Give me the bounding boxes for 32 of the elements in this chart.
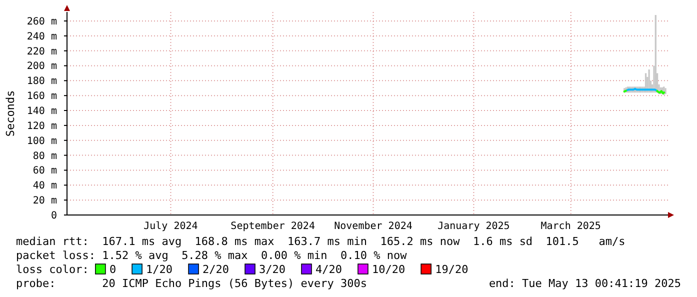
x-tick-label: January 2025: [438, 221, 510, 232]
legend-label: 0: [109, 263, 116, 276]
x-tick-label: March 2025: [540, 221, 601, 232]
y-tick-label: 60 m: [32, 166, 57, 177]
y-tick-label: 80 m: [32, 150, 57, 162]
text: end: Tue May 13 00:41:19 2025: [488, 277, 681, 290]
y-tick-label: 20 m: [32, 196, 57, 207]
y-tick-label: 260 m: [26, 16, 57, 28]
text: median rtt: 167.1 ms avg 168.8 ms max 163.7 ms min 165.2 ms now 1.6 ms sd 101.5 am/s: [16, 235, 626, 248]
y-tick-label: 160 m: [26, 91, 57, 102]
legend-label: 2/20: [202, 263, 230, 276]
y-tick-label: 200 m: [26, 61, 57, 72]
x-tick-label: September 2024: [230, 221, 315, 232]
y-tick-label: 0: [50, 210, 57, 222]
y-tick-label: 40 m: [32, 180, 57, 192]
x-tick-label: July 2024: [144, 221, 198, 232]
y-tick-label: 100 m: [26, 136, 57, 147]
y-tick-label: 180 m: [26, 76, 57, 88]
text: probe: 20 ICMP Echo Pings (56 Bytes) every 300s: [16, 277, 367, 290]
y-tick-label: 220 m: [26, 46, 57, 58]
legend-label: 19/20: [435, 263, 468, 276]
x-tick-label: November 2024: [334, 221, 412, 232]
legend-label: 1/20: [146, 263, 173, 276]
legend-label: 10/20: [372, 263, 406, 276]
y-tick-label: 140 m: [26, 106, 57, 118]
text: packet loss: 1.52 % avg 5.28 % max 0.00 % min 0.10 % now: [16, 249, 408, 262]
y-axis-title: Seconds: [4, 90, 17, 137]
y-tick-label: 120 m: [26, 120, 57, 132]
legend-label: 4/20: [316, 263, 342, 276]
legend-label: 3/20: [259, 263, 286, 276]
legend-title: loss color:: [16, 263, 89, 276]
y-tick-label: 240 m: [26, 31, 57, 42]
